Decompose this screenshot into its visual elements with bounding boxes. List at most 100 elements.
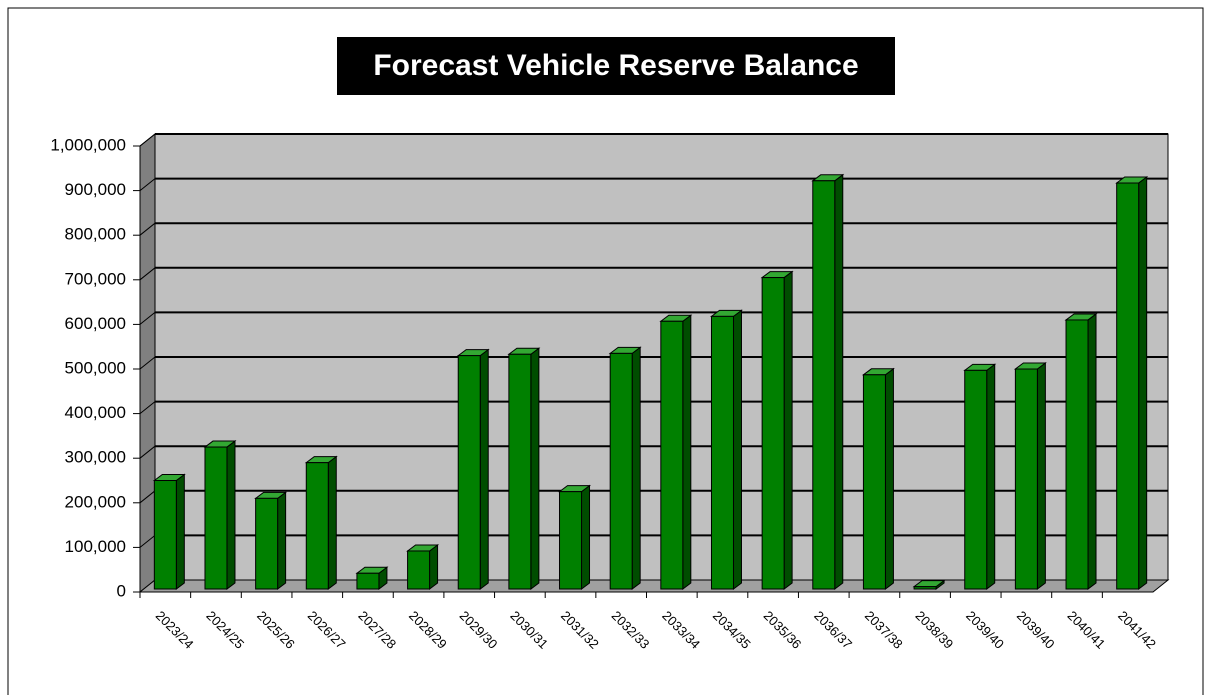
- bar: [760, 270, 794, 590]
- bar-front: [457, 355, 481, 590]
- y-tick-label: 1,000,000: [50, 135, 126, 154]
- y-tick-label: 500,000: [65, 358, 126, 377]
- bar-front: [255, 497, 279, 590]
- grid-line-side: [139, 401, 156, 414]
- bar: [406, 543, 440, 590]
- bar: [709, 309, 743, 590]
- bar-front: [761, 277, 785, 590]
- grid-line-side: [139, 312, 156, 325]
- bar-side: [479, 348, 489, 590]
- bar: [254, 491, 288, 590]
- title-box: [337, 37, 895, 95]
- bar: [1064, 312, 1098, 590]
- x-tick-label: 2031/32: [558, 608, 602, 652]
- grid-line-side: [139, 133, 156, 147]
- bar-front: [710, 315, 734, 590]
- x-tick-label: 2040/41: [1064, 608, 1108, 652]
- bar: [507, 347, 541, 590]
- bar-front: [153, 480, 177, 590]
- x-tick-label: 2034/35: [710, 608, 754, 652]
- bar-front: [1116, 182, 1140, 590]
- bar-front: [559, 491, 583, 590]
- x-tick-label: 2025/26: [254, 608, 298, 652]
- bar-front: [508, 353, 532, 590]
- bar: [355, 566, 389, 590]
- bar-front: [1014, 368, 1038, 590]
- bar-side: [429, 543, 439, 590]
- bar: [1013, 362, 1047, 590]
- bar: [558, 484, 592, 590]
- x-tick-label: 2041/42: [1115, 608, 1159, 652]
- y-tick-label: 700,000: [65, 269, 126, 288]
- bar-front: [204, 446, 228, 590]
- x-tick-label: 2026/27: [305, 608, 349, 652]
- bar-side: [1087, 312, 1097, 590]
- x-tick-label: 2029/30: [457, 608, 501, 652]
- grid-line-side: [139, 535, 156, 548]
- bar-side: [732, 309, 742, 590]
- bar-front: [862, 374, 886, 590]
- chart-title: Forecast Vehicle Reserve Balance: [373, 49, 858, 82]
- floor: [138, 579, 1170, 593]
- bar-side: [327, 455, 337, 590]
- y-tick-label: 900,000: [65, 180, 126, 199]
- x-tick-label: 2038/39: [913, 608, 957, 652]
- bar-side: [834, 173, 844, 590]
- bar-side: [631, 346, 641, 590]
- bar-side: [530, 347, 540, 590]
- y-tick-label: 0: [117, 581, 126, 600]
- bar-side: [986, 363, 996, 590]
- bar-front: [660, 320, 684, 590]
- bar-front: [609, 352, 633, 590]
- bar: [456, 348, 490, 590]
- x-tick-label: 2039/40: [1014, 608, 1058, 652]
- x-tick-label: 2039/40: [963, 608, 1007, 652]
- bar: [659, 314, 693, 590]
- bar: [912, 579, 946, 590]
- x-tick-label: 2037/38: [862, 608, 906, 652]
- bar-front: [913, 586, 937, 590]
- bar-side: [1036, 362, 1046, 590]
- x-tick-label: 2035/36: [761, 608, 805, 652]
- bar: [963, 363, 997, 590]
- x-tick-label: 2033/34: [659, 608, 703, 652]
- bar-front: [305, 462, 329, 590]
- x-tick-label: 2032/33: [609, 608, 653, 652]
- bar: [608, 346, 642, 590]
- grid-line-side: [139, 178, 156, 191]
- x-tick-label: 2023/24: [153, 608, 197, 652]
- y-tick-label: 400,000: [65, 403, 126, 422]
- y-tick-label: 100,000: [65, 537, 126, 556]
- bar-side: [226, 440, 236, 590]
- bar-side: [277, 491, 287, 590]
- bar: [203, 440, 237, 590]
- bar-front: [407, 550, 431, 590]
- y-tick-label: 600,000: [65, 314, 126, 333]
- grid-line-side: [139, 445, 156, 459]
- bar: [861, 367, 895, 590]
- y-tick-label: 800,000: [65, 225, 126, 244]
- bar-side: [175, 473, 185, 590]
- bar-front: [964, 369, 988, 590]
- x-tick-label: 2024/25: [203, 608, 247, 652]
- grid-line-side: [139, 222, 156, 236]
- bar: [304, 455, 338, 590]
- x-tick-label: 2030/31: [507, 608, 551, 652]
- x-tick-label: 2027/28: [355, 608, 399, 652]
- bar: [152, 473, 186, 590]
- grid-line-side: [139, 267, 156, 281]
- x-tick-label: 2028/29: [406, 608, 450, 652]
- bar-side: [884, 367, 894, 590]
- y-tick-label: 200,000: [65, 492, 126, 511]
- bar: [1115, 176, 1149, 590]
- bar: [811, 173, 845, 590]
- x-tick-label: 2036/37: [811, 608, 855, 652]
- bar-side: [581, 484, 591, 590]
- grid-line-side: [139, 356, 156, 370]
- bar-front: [356, 572, 380, 590]
- grid-line-side: [139, 490, 156, 504]
- chart-frame: [7, 7, 1204, 695]
- bar-side: [682, 314, 692, 590]
- bar-front: [812, 180, 836, 590]
